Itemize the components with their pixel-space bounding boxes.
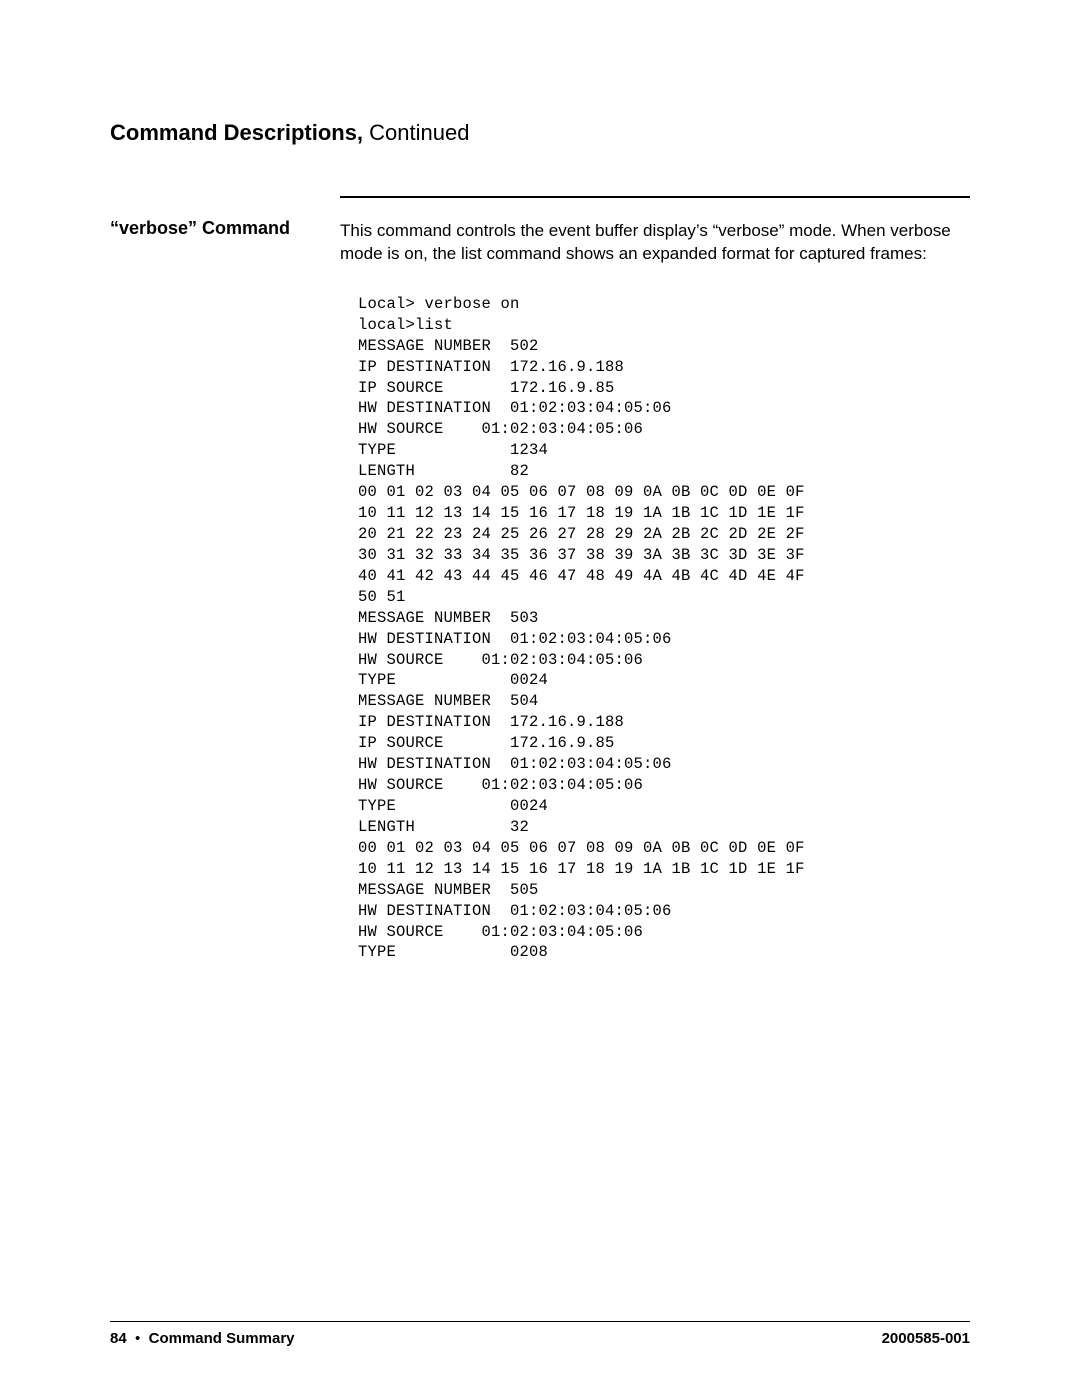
heading-bold: Command Descriptions, [110,120,363,145]
footer-section: Command Summary [149,1330,295,1347]
heading-rest: Continued [363,120,469,145]
section-intro: This command controls the event buffer d… [340,220,970,266]
right-column: This command controls the event buffer d… [340,196,970,963]
footer-page-number: 84 [110,1330,127,1347]
section-rule [340,196,970,198]
footer-rule [110,1321,970,1322]
page-container: Command Descriptions, Continued “verbose… [0,0,1080,963]
content-columns: “verbose” Command This command controls … [110,196,970,963]
footer-row: 84 • Command Summary 2000585-001 [110,1330,970,1347]
page-heading: Command Descriptions, Continued [110,120,970,146]
section-title: “verbose” Command [110,218,340,239]
bullet-icon: • [131,1330,149,1347]
code-block: Local> verbose on local>list MESSAGE NUM… [358,294,970,964]
page-footer: 84 • Command Summary 2000585-001 [110,1321,970,1347]
footer-docnum: 2000585-001 [882,1330,970,1347]
left-column: “verbose” Command [110,196,340,239]
footer-left: 84 • Command Summary [110,1330,295,1347]
